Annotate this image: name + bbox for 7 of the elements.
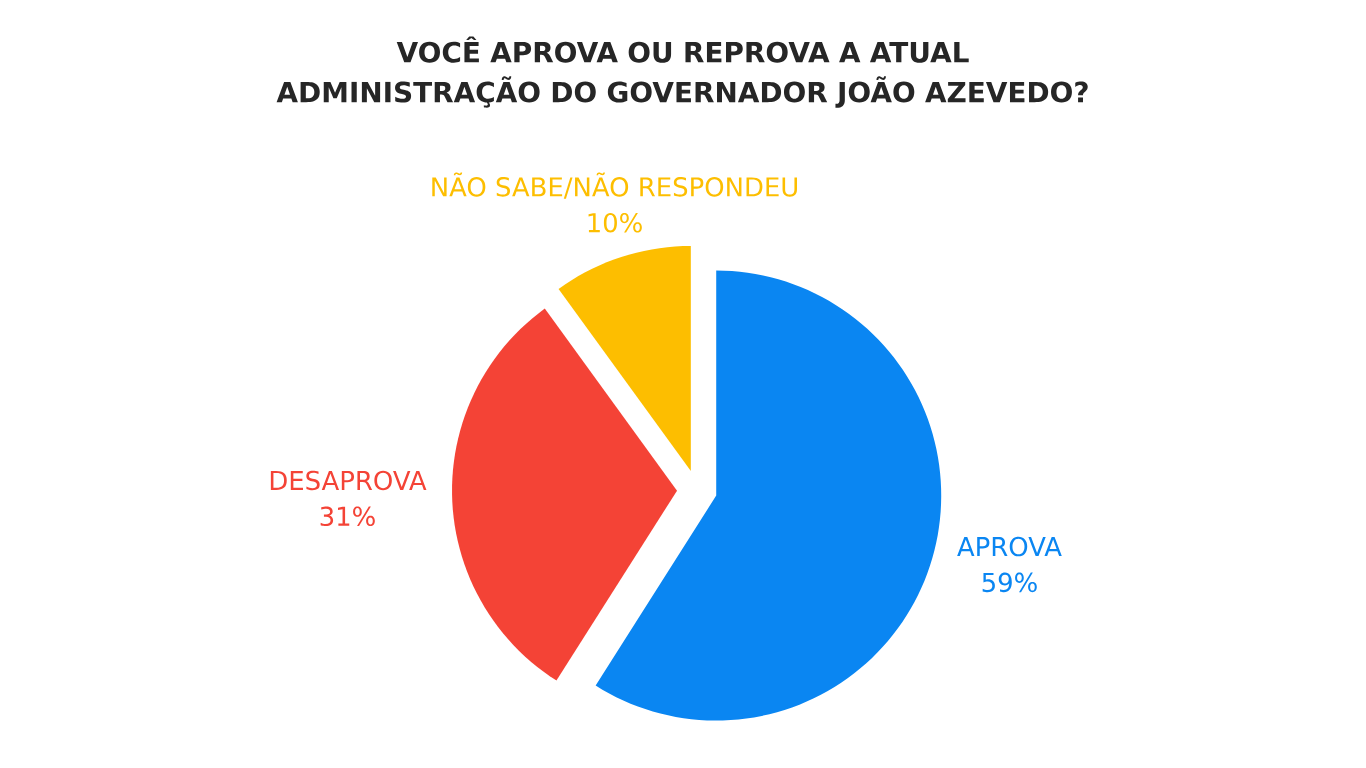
slice-label: APROVA [957, 536, 1062, 557]
data-label: 10% [588, 212, 642, 233]
data-label: 31% [320, 506, 375, 527]
chart-title: VOCÊ APROVA OU REPROVA A ATUAL ADMINISTRAÇÃO DO GOVERNADOR JOÃO AZEVEDO? [276, 36, 1088, 108]
slice-label: DESAPROVA [270, 470, 427, 491]
data-label: 59% [982, 572, 1037, 593]
slice-label: NÃO SABE/NÃO RESPONDEU [432, 172, 797, 199]
